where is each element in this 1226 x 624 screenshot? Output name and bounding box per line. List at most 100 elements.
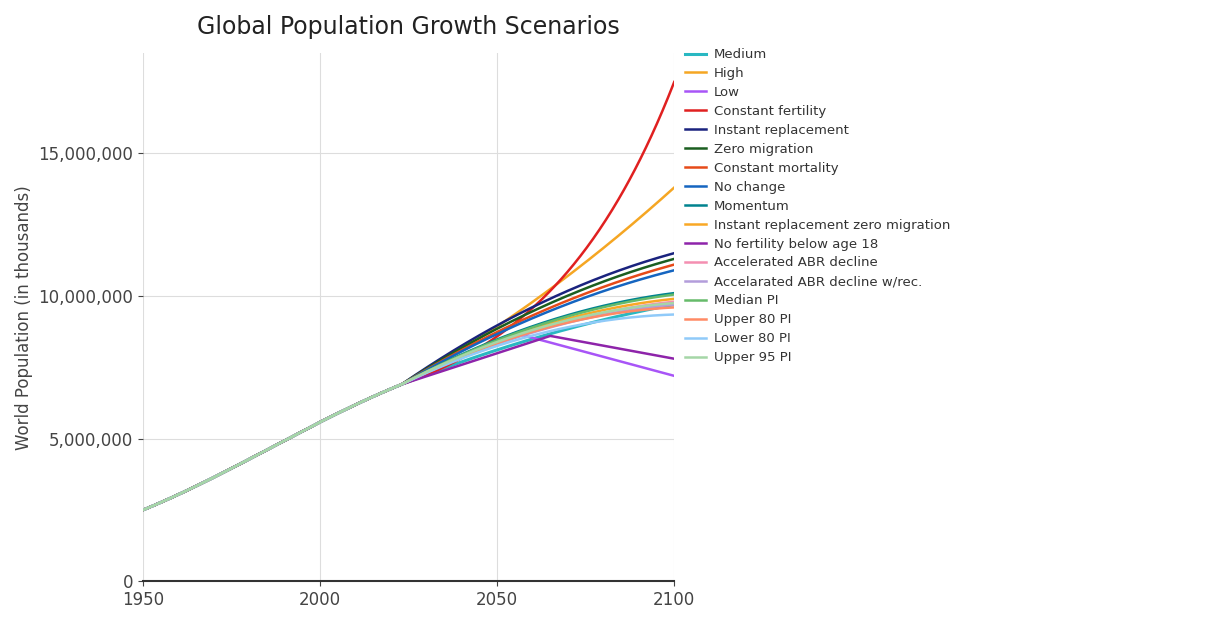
Medium: [337, 406, 352, 414]
Line: No fertility below age 18: No fertility below age 18: [143, 336, 674, 510]
Instant replacement: [212, 470, 227, 478]
Constant mortality: [136, 506, 151, 514]
Lower 80 PI: [446, 358, 461, 365]
Line: Instant replacement: Instant replacement: [143, 253, 674, 510]
Accelarated ABR decline w/rec.: [446, 357, 461, 364]
High: [254, 449, 268, 457]
Accelerated ABR decline: [212, 470, 227, 478]
Lower 80 PI: [254, 449, 268, 457]
High: [212, 470, 227, 478]
Instant replacement zero migration: [254, 449, 268, 457]
Median PI: [446, 355, 461, 363]
Zero migration: [254, 449, 268, 457]
Accelarated ABR decline w/rec.: [564, 318, 579, 326]
Constant fertility: [136, 506, 151, 514]
No fertility below age 18: [667, 355, 682, 363]
Lower 80 PI: [212, 470, 227, 478]
Title: Global Population Growth Scenarios: Global Population Growth Scenarios: [197, 15, 620, 39]
Zero migration: [667, 255, 682, 263]
Instant replacement: [446, 347, 461, 354]
Upper 80 PI: [136, 506, 151, 514]
Accelerated ABR decline: [446, 356, 461, 364]
Constant fertility: [612, 194, 626, 202]
No fertility below age 18: [565, 336, 580, 344]
Upper 80 PI: [667, 304, 682, 311]
Median PI: [136, 506, 151, 514]
Momentum: [254, 449, 268, 457]
Low: [508, 329, 522, 337]
Accelarated ABR decline w/rec.: [337, 406, 352, 414]
High: [136, 506, 151, 514]
Low: [136, 506, 151, 514]
Upper 95 PI: [612, 306, 626, 313]
Median PI: [667, 291, 682, 298]
Zero migration: [446, 349, 461, 356]
Y-axis label: World Population (in thousands): World Population (in thousands): [15, 185, 33, 450]
Constant mortality: [212, 470, 227, 478]
Line: Lower 80 PI: Lower 80 PI: [143, 314, 674, 510]
Line: Constant mortality: Constant mortality: [143, 265, 674, 510]
Upper 95 PI: [446, 356, 461, 363]
Instant replacement: [564, 286, 579, 293]
Accelerated ABR decline: [612, 306, 626, 313]
Momentum: [446, 354, 461, 362]
Line: Zero migration: Zero migration: [143, 259, 674, 510]
High: [446, 351, 461, 358]
Zero migration: [564, 291, 579, 298]
Medium: [212, 470, 227, 478]
Legend: Medium, High, Low, Constant fertility, Instant replacement, Zero migration, Cons: Medium, High, Low, Constant fertility, I…: [679, 43, 955, 369]
Upper 80 PI: [446, 356, 461, 364]
Zero migration: [212, 470, 227, 478]
Median PI: [612, 300, 626, 308]
Accelerated ABR decline: [337, 406, 352, 414]
Constant fertility: [446, 359, 461, 366]
Line: Accelerated ABR decline: Accelerated ABR decline: [143, 301, 674, 510]
Instant replacement zero migration: [667, 295, 682, 303]
Line: No change: No change: [143, 270, 674, 510]
Upper 95 PI: [136, 506, 151, 514]
Constant mortality: [612, 278, 626, 285]
Low: [667, 372, 682, 379]
No change: [254, 449, 268, 457]
Lower 80 PI: [667, 311, 682, 318]
No change: [667, 266, 682, 274]
No change: [136, 506, 151, 514]
Upper 80 PI: [612, 309, 626, 316]
Median PI: [564, 311, 579, 319]
Accelerated ABR decline: [667, 298, 682, 305]
Upper 80 PI: [254, 449, 268, 457]
Momentum: [667, 290, 682, 297]
Constant fertility: [212, 470, 227, 478]
Zero migration: [337, 406, 352, 414]
Line: Instant replacement zero migration: Instant replacement zero migration: [143, 299, 674, 510]
Line: Constant fertility: Constant fertility: [143, 82, 674, 510]
Accelarated ABR decline w/rec.: [136, 506, 151, 514]
Instant replacement zero migration: [212, 470, 227, 478]
Line: Median PI: Median PI: [143, 295, 674, 510]
Accelarated ABR decline w/rec.: [667, 301, 682, 308]
Instant replacement zero migration: [612, 303, 626, 311]
Accelarated ABR decline w/rec.: [254, 449, 268, 457]
Accelerated ABR decline: [564, 316, 579, 324]
Accelerated ABR decline: [136, 506, 151, 514]
Medium: [136, 506, 151, 514]
Medium: [254, 449, 268, 457]
Line: Upper 80 PI: Upper 80 PI: [143, 308, 674, 510]
Momentum: [136, 506, 151, 514]
Instant replacement: [337, 406, 352, 414]
Low: [212, 470, 227, 478]
Low: [613, 358, 628, 365]
Upper 80 PI: [212, 470, 227, 478]
High: [564, 270, 579, 277]
Medium: [446, 361, 461, 369]
Zero migration: [136, 506, 151, 514]
No fertility below age 18: [136, 506, 151, 514]
Zero migration: [612, 272, 626, 280]
Constant fertility: [667, 78, 682, 85]
Constant mortality: [667, 261, 682, 268]
No fertility below age 18: [337, 406, 352, 414]
Upper 80 PI: [564, 318, 579, 326]
Constant mortality: [337, 406, 352, 414]
Median PI: [254, 449, 268, 457]
Constant fertility: [564, 264, 579, 271]
